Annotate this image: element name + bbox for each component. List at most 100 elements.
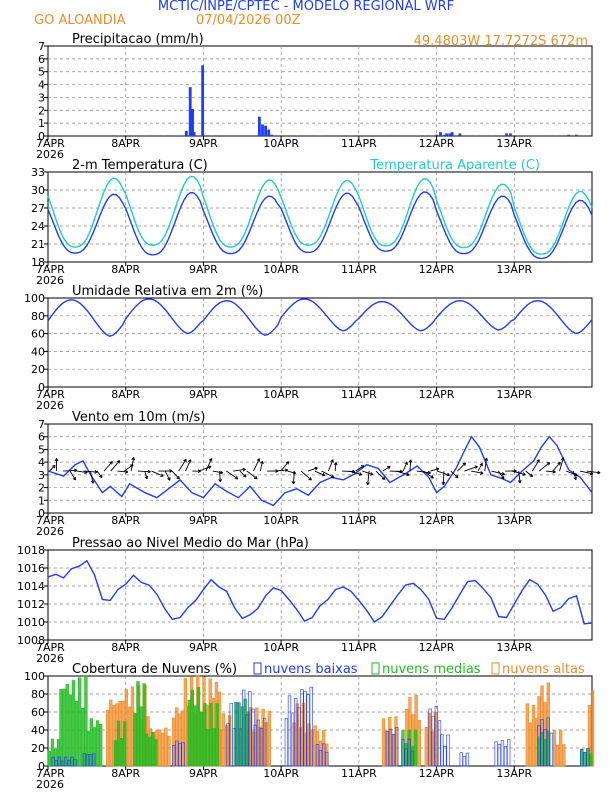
cloud-low-bar [172,745,176,767]
wind-arrow [402,461,408,472]
cloud-high-bar [531,704,536,767]
y-tick-label: 1014 [17,580,45,593]
y-tick-label: 3 [38,469,45,482]
x-tick-label: 8APR [111,263,140,276]
precip-bar [116,135,120,136]
precip-bar [174,135,178,136]
precip-bar [442,134,446,136]
y-tick-label: 60 [31,328,45,341]
wind-arrow-head [427,470,431,475]
cloud-low-bar [287,695,292,767]
y-tick-label: 7 [38,40,45,53]
cloud-high-bar [552,729,557,767]
wind-arrow [233,468,246,472]
cloud-high-bar [167,735,171,767]
wind-arrow [457,462,466,472]
cloud-mid-bar [144,733,149,767]
wind-arrow-head [242,467,246,472]
panel-2: 18 21 24 27 30 33 7APR 8APR 9APR 10APR 11APR 12APR 1… [31,158,593,287]
cloud-mid-bar [413,729,418,767]
wind-arrow-head [462,462,466,466]
cloud-low-bar [494,741,498,767]
precip-bar [318,135,322,136]
wind-arrow-head [109,461,113,465]
x-tick-label: 7APR [36,137,65,150]
wind-arrow [117,470,129,473]
y-tick-label: 80 [31,310,45,323]
cloud-low-bar [57,756,62,767]
cloud-mid-bar [113,740,118,767]
precip-bar [567,134,571,136]
wind-arrow-head [454,474,459,479]
cloud-low-bar [540,719,544,767]
wind-arrow-head [597,470,601,475]
wind-arrow [49,464,56,472]
wind-arrow [423,470,434,479]
x-tick-label: 12APR [419,137,455,150]
x-tick-label: 11APR [341,263,377,276]
wind-arrow [69,470,76,481]
precip-bar [264,125,267,136]
wind-arrow-head [484,457,489,461]
precip-bar [295,135,299,136]
wind-arrow-head [529,473,534,477]
precip-bar [458,133,462,136]
cloud-low-bar [465,752,470,767]
location-text: GO ALOANDIA [34,13,126,28]
x-tick-label: 13APR [496,263,532,276]
x-year-label: 2026 [36,778,64,791]
cloud-low-bar [259,728,264,767]
wind-arrow-head [358,472,363,476]
wind-arrow [103,461,113,472]
cloud-low-bar [226,723,230,767]
legend-swatch [371,662,380,675]
legend-apparent: Temperatura Aparente (C) [369,158,540,173]
wind-arrow [355,465,365,472]
wind-arrow-head [52,464,56,469]
cloud-high-bar [158,729,162,767]
cloud-mid-bar [133,713,137,767]
series-temperature [47,191,593,260]
wind-arrow [367,470,370,485]
precip-bar [163,135,166,136]
wind-arrow [491,470,505,475]
x-tick-label: 10APR [263,767,299,780]
y-tick-label: 5 [38,66,45,79]
x-tick-label: 7APR [36,388,65,401]
wind-arrow [450,470,459,478]
wind-arrow [76,470,88,474]
x-tick-label: 7APR [36,767,65,780]
cloud-high-bar [267,710,271,767]
legend-label: nuvens medias [382,662,481,677]
cloud-low-bar [91,753,96,767]
wind-arrow [259,460,263,472]
wind-arrow [566,470,578,476]
precip-bar [209,135,213,136]
wind-arrow [334,462,337,472]
cloud-high-bar [562,744,566,767]
wind-arrow-head [430,475,434,479]
wind-arrow [375,470,386,480]
cloud-low-bar [284,718,289,767]
wind-arrow [96,470,103,478]
cloud-low-bar [82,753,86,767]
wind-arrow [477,463,483,472]
wind-arrow [314,470,326,476]
wind-arrow-head [116,460,121,464]
wind-arrow-head [404,461,408,465]
cloud-low-bar [462,756,467,767]
wind-arrow-head [474,465,478,469]
x-tick-label: 9APR [189,767,218,780]
cloud-mid-bar [193,705,198,767]
wind-arrow [545,470,556,473]
y-tick-label: 100 [24,292,45,305]
precip-bar [415,135,419,136]
x-tick-label: 7APR [36,263,65,276]
wind-arrow [151,470,164,477]
x-tick-label: 11APR [341,388,377,401]
cloud-low-bar [294,697,298,767]
x-tick-label: 8APR [111,767,140,780]
cloud-low-bar [248,691,252,767]
x-tick-label: 8APR [111,388,140,401]
